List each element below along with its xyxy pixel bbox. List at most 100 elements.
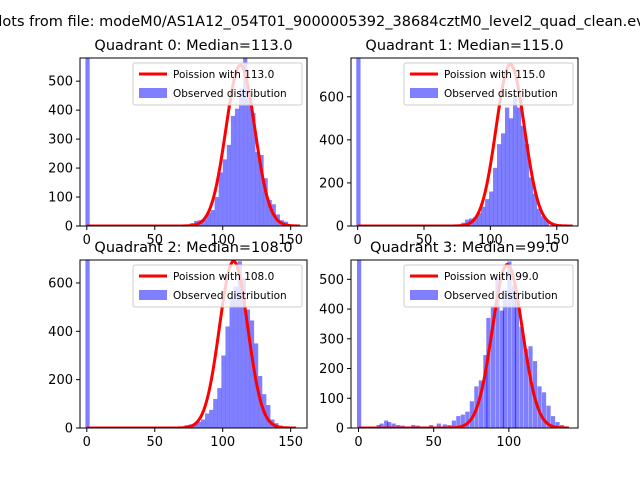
observed-bar — [379, 423, 384, 428]
observed-bar — [237, 261, 242, 428]
observed-bar — [209, 409, 214, 428]
legend-observed-swatch — [410, 88, 438, 98]
x-tick-label: 100 — [496, 435, 521, 450]
observed-bar — [233, 286, 238, 428]
observed-bar — [532, 193, 538, 226]
x-tick-label: 0 — [353, 233, 361, 248]
observed-bar — [512, 94, 518, 226]
observed-bar — [497, 144, 502, 226]
observed-bar — [214, 197, 219, 226]
observed-bar — [501, 133, 506, 226]
observed-bar — [502, 289, 508, 428]
observed-bar — [489, 191, 494, 226]
observed-bar — [267, 199, 272, 226]
observed-bar — [217, 388, 222, 428]
observed-bar — [251, 113, 256, 226]
observed-bar — [357, 260, 362, 428]
observed-bar — [391, 423, 396, 428]
legend: Poission with 115.0 Observed distribution — [403, 62, 574, 106]
observed-bar — [528, 177, 534, 226]
legend-fit-label: Poission with 99.0 — [444, 271, 539, 283]
y-tick-label: 0 — [65, 422, 73, 437]
observed-bar — [356, 58, 361, 226]
observed-bar — [504, 107, 510, 226]
observed-bar — [493, 167, 498, 226]
observed-bar — [469, 401, 474, 428]
y-tick-label: 0 — [65, 220, 73, 235]
legend-box — [132, 62, 303, 106]
observed-bar — [451, 420, 456, 428]
legend: Poission with 108.0 Observed distribution — [132, 264, 303, 308]
legend-fit-label: Poission with 108.0 — [173, 271, 274, 283]
x-tick-label: 100 — [478, 233, 503, 248]
observed-bar — [206, 212, 211, 226]
observed-bar — [234, 108, 240, 226]
y-tick-label: 500 — [48, 75, 73, 90]
observed-bar — [516, 107, 522, 226]
y-tick-label: 100 — [319, 392, 344, 407]
x-tick-label: 150 — [278, 435, 303, 450]
y-tick-label: 200 — [48, 162, 73, 177]
legend-observed-label: Observed distribution — [444, 88, 558, 100]
x-tick-label: 150 — [544, 233, 569, 248]
observed-bar — [200, 419, 206, 428]
fit-line — [86, 63, 301, 226]
y-tick-label: 600 — [48, 276, 73, 291]
observed-bar — [436, 423, 441, 428]
x-tick-label: 50 — [146, 233, 163, 248]
axes-frame — [350, 57, 579, 227]
observed-bar — [266, 405, 271, 428]
legend-observed-label: Observed distribution — [173, 290, 287, 302]
panel-title: Quadrant 2: Median=108.0 — [94, 240, 292, 256]
x-tick-label: 0 — [83, 233, 91, 248]
observed-bar — [473, 217, 478, 226]
observed-bar — [507, 261, 512, 428]
axes-frame — [79, 259, 308, 429]
y-tick-label: 400 — [319, 133, 344, 148]
x-tick-label: 100 — [210, 233, 235, 248]
observed-bar — [221, 355, 226, 428]
legend-observed-label: Observed distribution — [444, 290, 558, 302]
observed-bar — [205, 413, 210, 428]
observed-bar — [528, 346, 533, 428]
observed-bar — [85, 260, 90, 428]
y-tick-label: 0 — [336, 220, 344, 235]
observed-bar — [245, 309, 251, 428]
panel-title: Quadrant 3: Median=99.0 — [370, 240, 559, 256]
observed-bar — [540, 216, 546, 226]
observed-bar — [495, 277, 500, 428]
legend-observed-label: Observed distribution — [173, 88, 287, 100]
legend: Poission with 113.0 Observed distribution — [132, 62, 303, 106]
y-tick-label: 200 — [319, 362, 344, 377]
y-tick-label: 100 — [48, 191, 73, 206]
observed-bar — [541, 392, 547, 428]
fit-line — [358, 262, 569, 428]
y-tick-label: 300 — [48, 133, 73, 148]
observed-bar — [384, 420, 389, 428]
observed-bar — [477, 213, 482, 226]
panel-1: 0 50 100 150 0 200 400 600 Quadrant 1: Median=11… — [319, 38, 579, 248]
observed-bar — [483, 355, 488, 428]
observed-bar — [486, 317, 491, 428]
x-tick-label: 0 — [354, 435, 362, 450]
observed-bar — [247, 97, 252, 226]
y-tick-label: 200 — [48, 373, 73, 388]
observed-bar — [460, 414, 465, 428]
observed-bar — [243, 58, 248, 226]
legend: Poission with 99.0 Observed distribution — [403, 264, 574, 308]
observed-bar — [263, 178, 268, 226]
observed-bar — [519, 326, 524, 428]
observed-bar — [499, 310, 505, 428]
observed-bar — [550, 416, 556, 428]
legend-box — [132, 264, 303, 308]
y-tick-label: 300 — [319, 332, 344, 347]
observed-bar — [249, 320, 255, 428]
observed-bar — [213, 398, 218, 428]
axes-frame — [79, 57, 308, 227]
axes-frame — [350, 259, 579, 429]
observed-bar — [555, 422, 560, 428]
x-tick-label: 50 — [416, 233, 433, 248]
figure-title: Plots from file: modeM0/AS1A12_054T01_90… — [0, 14, 640, 30]
panel-title: Quadrant 1: Median=115.0 — [365, 38, 563, 54]
